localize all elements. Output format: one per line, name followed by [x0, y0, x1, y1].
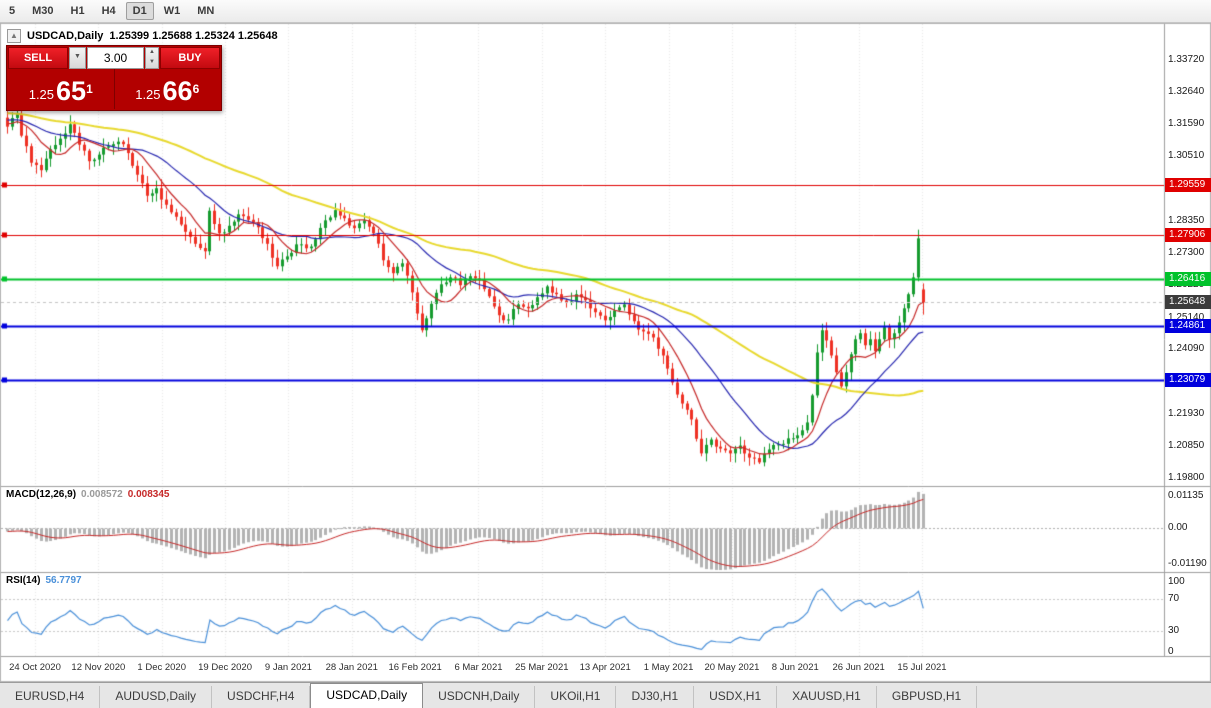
chart-symbol-title: USDCAD,Daily: [27, 30, 104, 42]
timeframe-button-d1[interactable]: D1: [125, 2, 154, 20]
sell-button[interactable]: SELL: [8, 47, 68, 69]
macd-axis-label: -0.01190: [1168, 558, 1207, 569]
volume-stepper[interactable]: ▲ ▼: [145, 47, 159, 69]
price-chart-canvas[interactable]: [0, 23, 1211, 682]
chart-tab-usdcad[interactable]: USDCAD,Daily: [310, 683, 424, 708]
macd-signal-value: 0.008345: [127, 489, 170, 500]
timeframe-button-w1[interactable]: W1: [157, 2, 188, 20]
rsi-axis-label: 100: [1168, 576, 1185, 587]
price-axis-label: 1.27300: [1168, 246, 1205, 258]
price-axis-label: 1.25140: [1168, 311, 1205, 323]
price-axis-label: 1.32640: [1168, 86, 1205, 98]
time-axis-label: 1 May 2021: [643, 662, 694, 673]
time-axis-label: 1 Dec 2020: [137, 662, 186, 673]
macd-axis-label: 0.00: [1168, 522, 1188, 534]
time-axis-label: 13 Apr 2021: [579, 662, 631, 673]
price-axis-label: 1.31590: [1168, 117, 1205, 129]
rsi-name: RSI(14): [6, 575, 41, 586]
price-axis-label: 1.20850: [1168, 440, 1205, 452]
one-click-trading-panel: SELL ▼ ▲ ▼ BUY 1.25 65 1 1.25 66 6: [6, 45, 222, 111]
price-axis-label: 1.19800: [1168, 471, 1205, 483]
timeframe-button-m30[interactable]: M30: [25, 2, 60, 20]
chart-ohlc-values: 1.25399 1.25688 1.25324 1.25648: [109, 30, 278, 42]
time-axis-label: 6 Mar 2021: [454, 662, 503, 673]
chart-tab-eurusd[interactable]: EURUSD,H4: [0, 686, 101, 708]
chart-tab-gbpusd[interactable]: GBPUSD,H1: [877, 686, 978, 708]
timeframe-button-h1[interactable]: H1: [64, 2, 92, 20]
chart-tab-xauusd[interactable]: XAUUSD,H1: [777, 686, 877, 708]
hline-price-badge: 1.27906: [1165, 227, 1211, 242]
time-axis-label: 15 Jul 2021: [897, 662, 947, 673]
macd-main-value: 0.008572: [81, 489, 123, 500]
volume-dropdown-button[interactable]: ▼: [69, 47, 86, 69]
chart-tab-usdchf[interactable]: USDCHF,H4: [212, 686, 311, 708]
sell-price-big: 1.25: [28, 87, 55, 102]
hline-price-badge: 1.29559: [1165, 177, 1211, 192]
rsi-indicator-label: RSI(14) 56.7797: [6, 575, 82, 586]
buy-price-display[interactable]: 1.25 66 6: [115, 69, 221, 109]
volume-input[interactable]: [87, 47, 144, 69]
hline-price-badge: 1.24861: [1165, 319, 1211, 334]
time-axis-label: 28 Jan 2021: [325, 662, 378, 673]
time-axis-label: 24 Oct 2020: [9, 662, 61, 673]
price-axis-label: 1.28350: [1168, 215, 1205, 227]
chart-tab-usdx[interactable]: USDX,H1: [694, 686, 778, 708]
macd-axis-label: 0.01135: [1168, 490, 1204, 501]
time-axis-label: 16 Feb 2021: [388, 662, 442, 673]
spinner-up-icon: ▲: [149, 49, 155, 55]
one-click-collapse-button[interactable]: ▲: [7, 29, 21, 43]
price-axis-label: 1.30510: [1168, 150, 1205, 162]
time-axis-label: 26 Jun 2021: [832, 662, 885, 673]
buy-button[interactable]: BUY: [160, 47, 220, 69]
rsi-value: 56.7797: [45, 575, 82, 586]
chart-tab-audusd[interactable]: AUDUSD,Daily: [100, 686, 213, 708]
rsi-axis-label: 70: [1168, 592, 1180, 604]
spinner-down-icon: ▼: [149, 59, 155, 65]
price-axis-label: 1.24090: [1168, 343, 1205, 355]
price-axis-label: 1.21930: [1168, 408, 1205, 420]
collapse-arrow-icon: ▲: [10, 31, 18, 40]
timeframe-button-5[interactable]: 5: [2, 2, 22, 20]
timeframe-button-h4[interactable]: H4: [95, 2, 123, 20]
chevron-down-icon: ▼: [74, 53, 81, 60]
timeframe-toolbar: 5 M30 H1 H4 D1 W1 MN: [0, 0, 1211, 23]
time-axis-label: 12 Nov 2020: [71, 662, 126, 673]
hline-price-badge: 1.26416: [1165, 272, 1211, 287]
time-axis-label: 25 Mar 2021: [515, 662, 569, 673]
time-axis-label: 9 Jan 2021: [264, 662, 312, 673]
chart-tab-ukoil[interactable]: UKOil,H1: [535, 686, 617, 708]
time-axis-label: 19 Dec 2020: [198, 662, 252, 673]
timeframe-button-mn[interactable]: MN: [190, 2, 221, 20]
rsi-axis-label: 30: [1168, 625, 1180, 637]
buy-price-pips: 66: [162, 76, 193, 106]
sell-price-point: 1: [86, 82, 93, 96]
price-axis-label: 1.33720: [1168, 54, 1205, 65]
chart-tab-usdcnh[interactable]: USDCNH,Daily: [423, 686, 536, 708]
rsi-axis-label: 0: [1168, 646, 1174, 657]
hline-price-badge: 1.23079: [1165, 372, 1211, 387]
chart-tabs-bar: EURUSD,H4 AUDUSD,Daily USDCHF,H4 USDCAD,Dai…: [0, 682, 1211, 708]
sell-price-pips: 65: [56, 76, 87, 106]
time-axis-label: 8 Jun 2021: [771, 662, 819, 673]
chart-title-row: ▲ USDCAD,Daily 1.25399 1.25688 1.25324 1…: [7, 29, 278, 43]
macd-indicator-label: MACD(12,26,9) 0.008572 0.008345: [6, 489, 169, 500]
chart-window: ▲ USDCAD,Daily 1.25399 1.25688 1.25324 1…: [0, 23, 1211, 682]
buy-price-big: 1.25: [135, 87, 161, 102]
chart-tab-dj30[interactable]: DJ30,H1: [616, 686, 695, 708]
current-price-badge: 1.25648: [1165, 295, 1211, 310]
time-axis-label: 20 May 2021: [704, 662, 760, 673]
sell-price-display[interactable]: 1.25 65 1: [8, 69, 115, 109]
buy-price-point: 6: [192, 82, 200, 96]
macd-name: MACD(12,26,9): [6, 489, 77, 500]
